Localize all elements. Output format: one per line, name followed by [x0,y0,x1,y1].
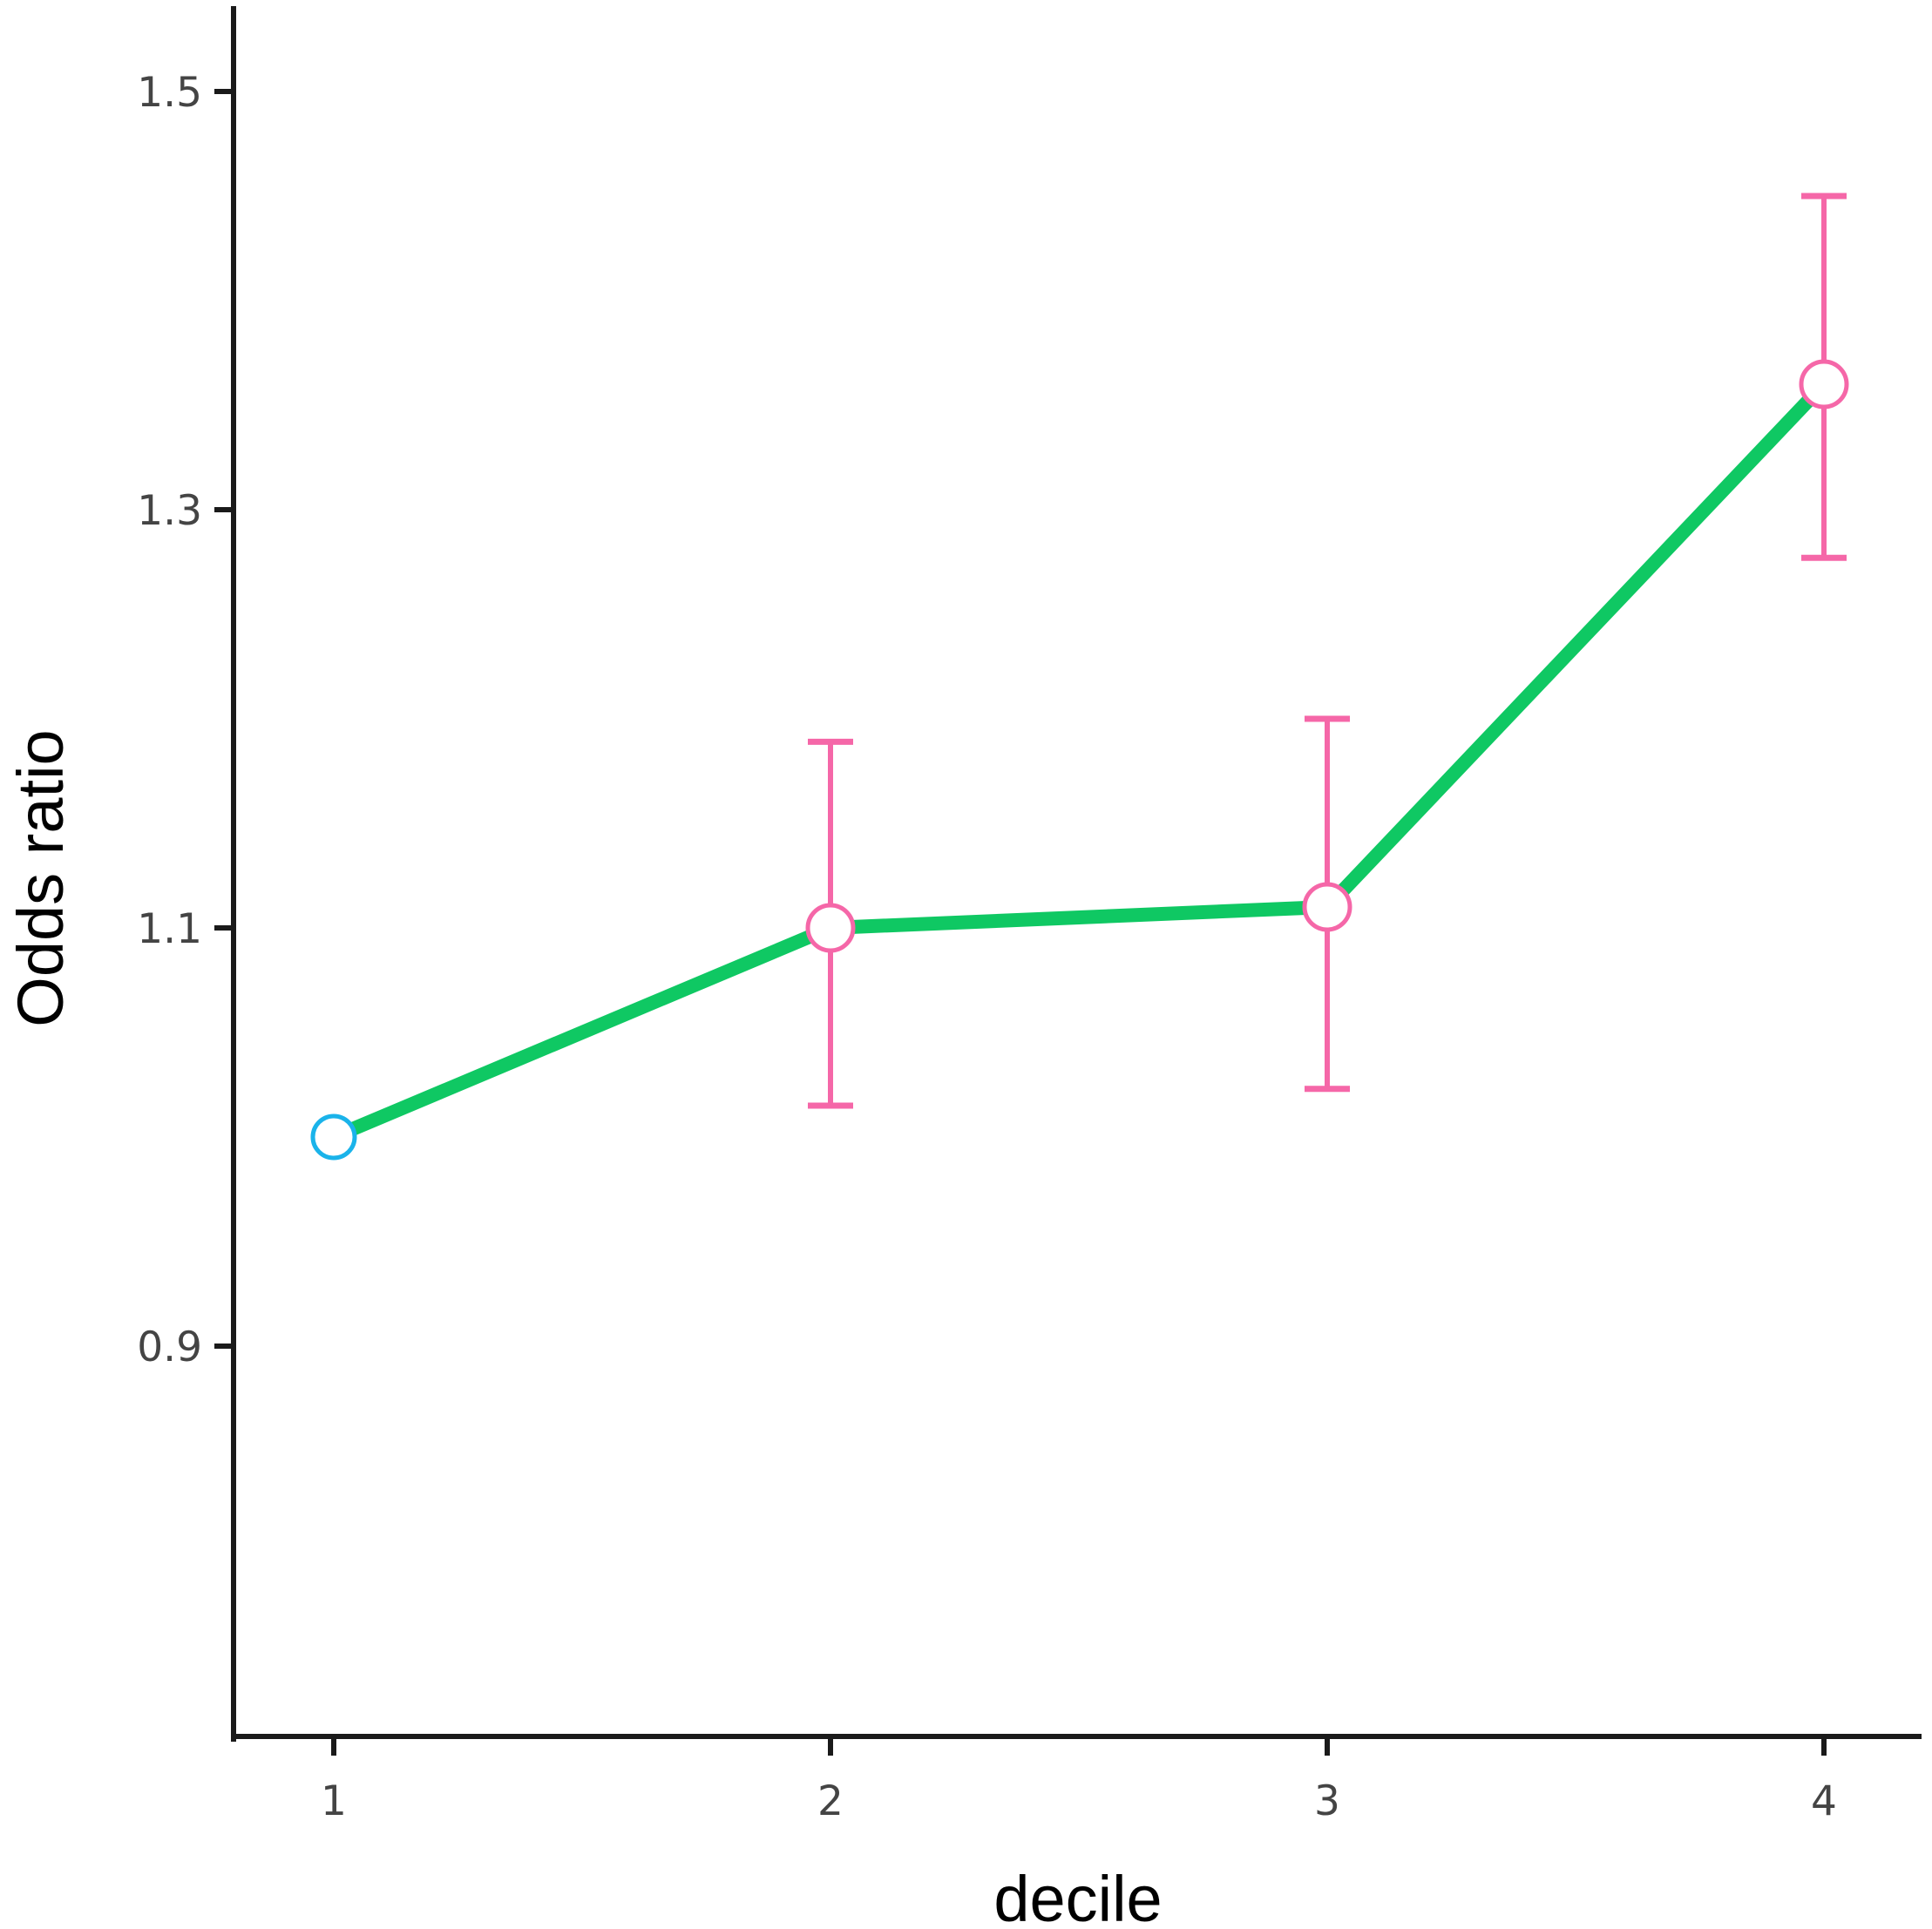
series-line [327,377,1831,1144]
y-tick-label: 1.1 [137,905,202,953]
x-tick-label: 2 [817,1777,844,1825]
data-point [1799,359,1849,409]
x-tick-label: 4 [1811,1777,1837,1825]
data-point [805,903,856,953]
y-tick-label: 1.3 [137,487,202,535]
x-tick-label: 3 [1314,1777,1340,1825]
chart-axes: 0.9 1.1 1.3 1.5 1 2 3 4 [137,6,1922,1825]
reference-point [310,1113,357,1161]
y-tick-label: 1.5 [137,69,202,117]
chart-marks [310,193,1849,1161]
x-tick-label: 1 [321,1777,347,1825]
x-axis-title: decile [993,1863,1162,1929]
y-axis-title: Odds ratio [4,729,77,1026]
data-point [1302,882,1352,932]
y-tick-label: 0.9 [137,1323,202,1371]
